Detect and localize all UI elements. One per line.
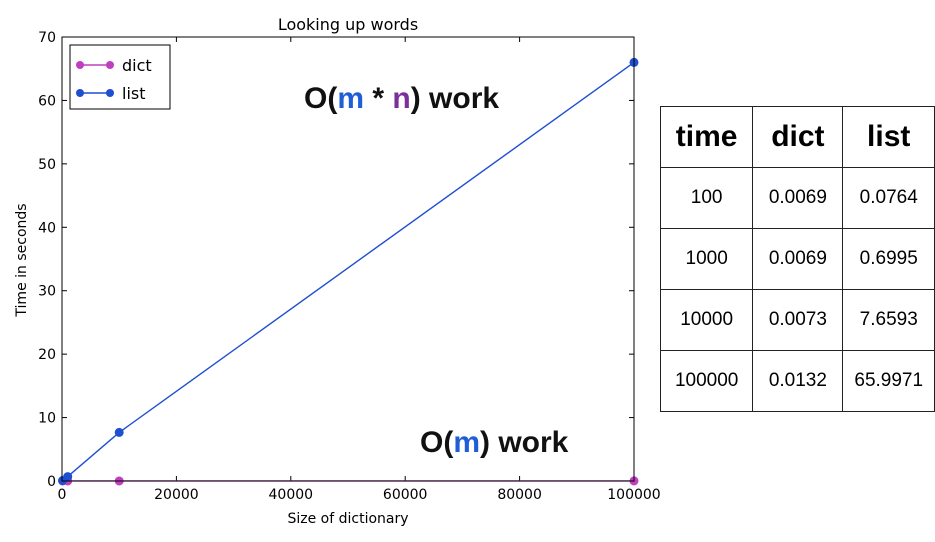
- legend-label-dict: dict: [122, 56, 152, 75]
- table-cell: 0.0073: [752, 289, 844, 351]
- legend-box: [69, 44, 171, 110]
- table-row: 1000 0.0069 0.6995: [659, 228, 935, 290]
- y-tick-label: 60: [38, 93, 56, 109]
- table-cell: 0.0069: [752, 167, 844, 229]
- data-point-list: [63, 472, 73, 482]
- y-tick-label: 30: [38, 284, 56, 300]
- timing-table-container: time dict list 100 0.0069 0.0764 1000 0.…: [659, 106, 935, 412]
- x-axis-label: Size of dictionary: [287, 511, 408, 527]
- table-cell: 0.0132: [752, 350, 844, 412]
- x-tick-label: 0: [58, 487, 67, 503]
- y-tick-label: 20: [38, 347, 56, 363]
- header-list: list: [842, 106, 935, 168]
- table-row: 100000 0.0132 65.9971: [659, 350, 935, 412]
- x-tick-label: 60000: [383, 487, 428, 503]
- y-tick-label: 10: [38, 411, 56, 427]
- data-point-list: [114, 427, 124, 437]
- chart-legend: dict list: [69, 44, 171, 110]
- table-cell: 0.6995: [842, 228, 935, 290]
- annotation-upper: O(m * n) work: [304, 82, 499, 116]
- x-tick-label: 80000: [497, 487, 542, 503]
- y-tick-label: 0: [47, 474, 56, 490]
- header-dict: dict: [752, 106, 844, 168]
- table-cell: 100: [659, 167, 754, 229]
- legend-marker-list: [106, 89, 114, 97]
- y-tick-label: 40: [38, 220, 56, 236]
- annotation-lower-prefix: O(: [420, 426, 454, 459]
- annotation-upper-star: *: [364, 82, 393, 115]
- annotation-upper-suffix: ) work: [410, 82, 500, 115]
- annotation-lower-suffix: ) work: [480, 426, 569, 459]
- legend-marker-dict: [106, 61, 114, 69]
- legend-label-list: list: [122, 84, 146, 103]
- annotation-upper-m: m: [337, 82, 365, 115]
- y-tick-label: 50: [38, 157, 56, 173]
- table-cell: 65.9971: [842, 350, 935, 412]
- table-row: 10000 0.0073 7.6593: [659, 289, 935, 351]
- table-cell: 7.6593: [842, 289, 935, 351]
- annotation-lower: O(m) work: [420, 426, 568, 460]
- legend-marker-dict: [76, 61, 84, 69]
- plot-frame: [61, 36, 635, 482]
- table-header-row: time dict list: [659, 106, 935, 168]
- x-tick-label: 100000: [607, 487, 660, 503]
- table-row: 100 0.0069 0.0764: [659, 167, 935, 229]
- annotation-upper-n: n: [392, 82, 411, 115]
- x-tick-label: 20000: [154, 487, 199, 503]
- chart-title: Looking up words: [278, 15, 418, 34]
- table-cell: 10000: [659, 289, 754, 351]
- annotation-lower-m: m: [453, 426, 481, 459]
- series-line-list: [62, 61, 635, 482]
- table-cell: 1000: [659, 228, 754, 290]
- table-cell: 100000: [659, 350, 754, 412]
- header-time: time: [659, 106, 754, 168]
- timing-table: time dict list 100 0.0069 0.0764 1000 0.…: [659, 106, 935, 412]
- table-cell: 0.0069: [752, 228, 844, 290]
- table-cell: 0.0764: [842, 167, 935, 229]
- y-tick-label: 70: [38, 30, 56, 46]
- legend-marker-list: [76, 89, 84, 97]
- y-axis-label: Time in seconds: [14, 203, 30, 317]
- annotation-upper-prefix: O(: [304, 82, 338, 115]
- x-tick-label: 40000: [269, 487, 314, 503]
